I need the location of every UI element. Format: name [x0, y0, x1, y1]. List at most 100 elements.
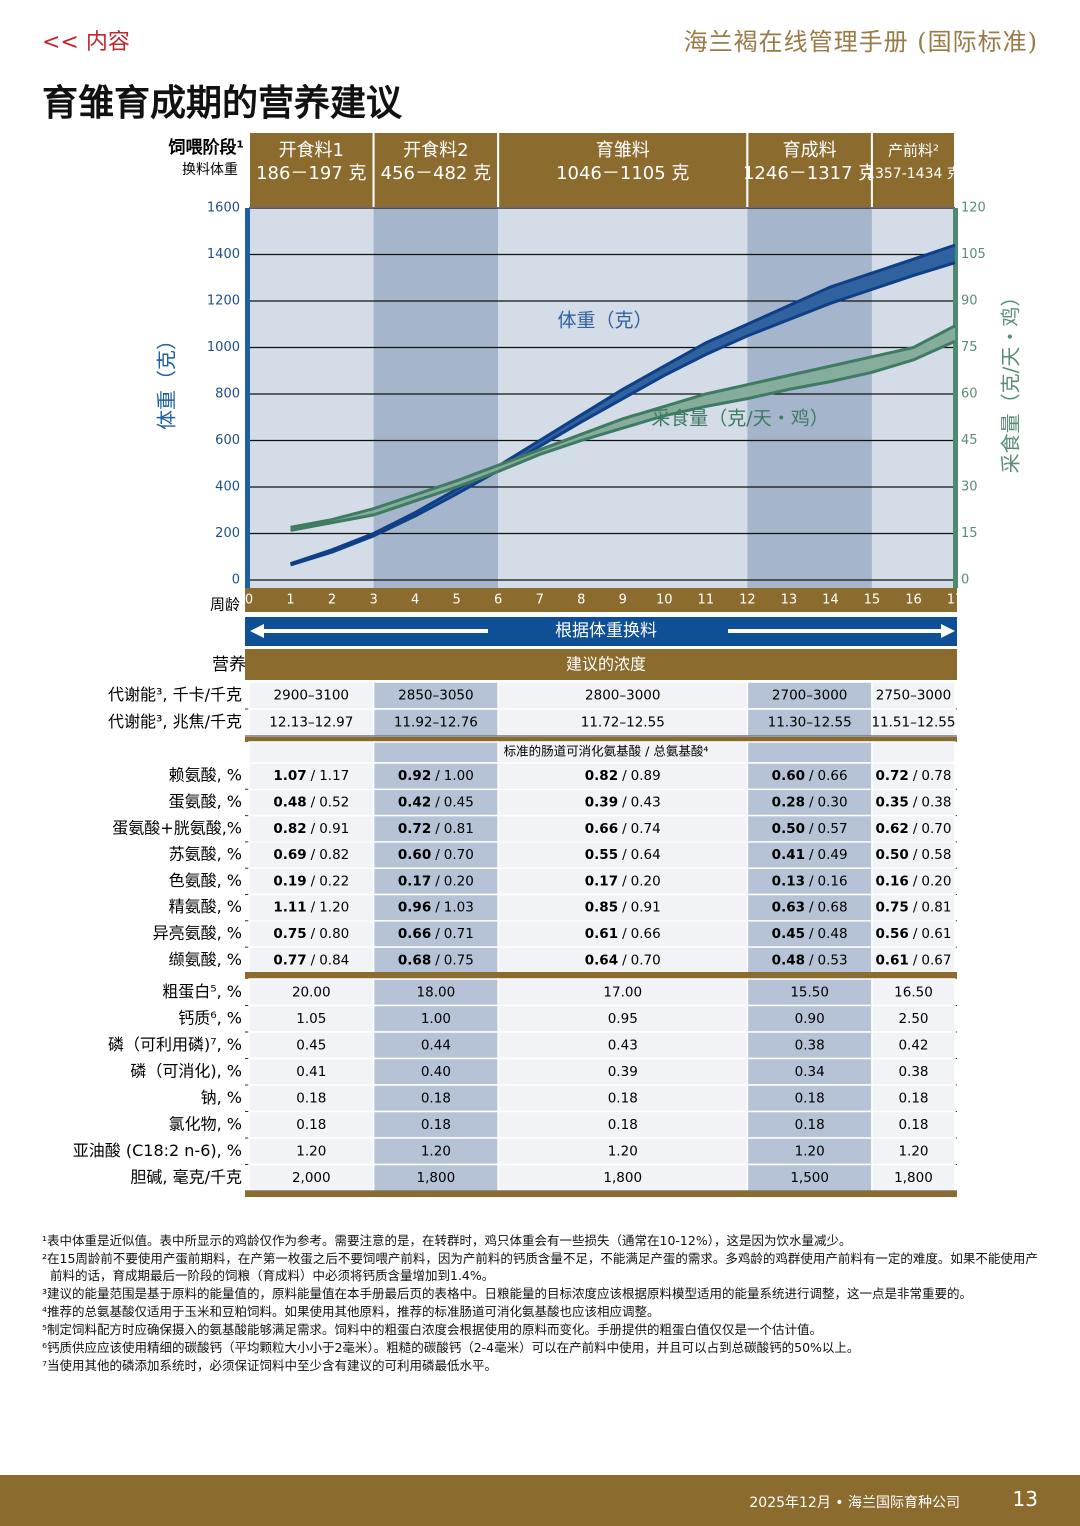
cell-std: 0.17: [585, 873, 618, 889]
cell-sep: /: [311, 847, 316, 863]
cell: 0.39/0.43: [585, 794, 661, 810]
row-label: 蛋氨酸, %: [169, 792, 242, 811]
cell-sep: /: [435, 952, 440, 968]
cell-bg: [746, 814, 873, 843]
cell-bg: [248, 788, 375, 817]
cell-bg: [248, 741, 375, 764]
cell-bg: [372, 762, 499, 791]
cell-sep: /: [622, 952, 627, 968]
cell-bg: [497, 762, 749, 791]
cell: 0.62/0.70: [876, 821, 952, 837]
cell: 0.18: [608, 1117, 638, 1133]
cell: 0.18: [898, 1117, 928, 1133]
y-tick-label: 0: [232, 573, 240, 588]
cell-bg: [497, 788, 749, 817]
row-label: 代谢能³, 兆焦/千克: [108, 712, 242, 731]
cell-std: 0.96: [398, 900, 431, 916]
y2-tick-label: 75: [961, 340, 978, 355]
cell-sep: /: [311, 952, 316, 968]
cell: 1.07 /1.17: [273, 768, 349, 784]
cell-sep: /: [622, 900, 627, 916]
phase-weight: 1246－1317 克: [743, 163, 876, 184]
cell-bg: [746, 1110, 873, 1139]
amino-header: 标准的肠道可消化氨基酸 / 总氨基酸⁴: [504, 744, 709, 759]
cell: 0.28/0.30: [772, 794, 848, 810]
row-label: 胆碱, 毫克/千克: [130, 1167, 242, 1186]
cell-total: 0.52: [319, 794, 349, 810]
cell-sep: /: [913, 952, 918, 968]
cell: 2750–3000: [876, 688, 951, 704]
phase-name: 育雏料: [596, 140, 650, 161]
cell: 0.56/0.61: [876, 926, 952, 942]
x-tick-label: 11: [698, 593, 715, 608]
cell-bg: [871, 1137, 956, 1166]
arrow-head: [250, 624, 264, 638]
cell-total: 0.81: [921, 900, 951, 916]
cell-bg: [248, 1057, 375, 1086]
cell: 0.77 /0.84: [273, 952, 349, 968]
cell: 1,800: [603, 1170, 642, 1186]
x-tick-label: 8: [577, 593, 585, 608]
cell: 11.30–12.55: [768, 715, 852, 731]
phase-column: [747, 208, 872, 588]
cell: 0.75 /0.80: [273, 926, 349, 942]
cell: 0.90: [795, 1011, 825, 1027]
cell-total: 0.70: [631, 952, 661, 968]
phase-column: [249, 208, 374, 588]
cell-bg: [497, 1031, 749, 1060]
series-label: 采食量（克/天・鸡）: [651, 408, 828, 430]
cell-sep: /: [809, 952, 814, 968]
cell-bg: [871, 1163, 956, 1192]
row-label: 缬氨酸, %: [169, 950, 242, 969]
cell-std: 0.13: [772, 873, 805, 889]
cell: 0.72/0.81: [398, 821, 474, 837]
cell-sep: /: [311, 873, 316, 889]
cell-bg: [871, 946, 956, 975]
footer-text: 2025年12月 • 海兰国际育种公司: [749, 1495, 960, 1511]
cell: 0.50/0.58: [876, 847, 952, 863]
cell: 12.13–12.97: [269, 715, 353, 731]
cell-sep: /: [913, 900, 918, 916]
y-tick-label: 400: [215, 480, 240, 495]
cell-total: 0.84: [319, 952, 349, 968]
cell-total: 0.48: [818, 926, 848, 942]
cell: 1.20: [608, 1143, 638, 1159]
cell-sep: /: [809, 873, 814, 889]
switch-label: 根据体重换料: [555, 621, 657, 641]
cell-bg: [248, 1110, 375, 1139]
cell-bg: [372, 1004, 499, 1033]
cell-total: 0.20: [444, 873, 474, 889]
cell: 0.41: [296, 1064, 326, 1080]
cell: 0.18: [795, 1117, 825, 1133]
x-tick-label: 0: [245, 593, 253, 608]
nav-link[interactable]: << 内容: [42, 30, 130, 55]
cell-std: 0.50: [772, 821, 805, 837]
cell: 1.20: [296, 1143, 326, 1159]
cell-total: 0.38: [921, 794, 951, 810]
phase-label: 饲喂阶段¹: [168, 137, 244, 158]
x-tick-label: 9: [619, 593, 627, 608]
band-edge: [290, 324, 956, 529]
cell-sep: /: [435, 768, 440, 784]
y-axis: [245, 208, 250, 588]
cell-sep: /: [913, 768, 918, 784]
cell-sep: /: [622, 847, 627, 863]
x-tick-label: 2: [328, 593, 336, 608]
cell-bg: [871, 1004, 956, 1033]
cell-total: 0.91: [319, 821, 349, 837]
cell-bg: [746, 741, 873, 764]
cell: 0.45/0.48: [772, 926, 848, 942]
cell-std: 0.42: [398, 794, 431, 810]
cell-bg: [248, 920, 375, 948]
cell-std: 0.48: [273, 794, 306, 810]
cell-total: 1.20: [319, 900, 349, 916]
cell-std: 0.82: [585, 768, 618, 784]
cell-total: 0.82: [319, 847, 349, 863]
cell: 0.48/0.53: [772, 952, 848, 968]
series-label: 体重（克）: [557, 310, 652, 332]
cell: 0.69 /0.82: [273, 847, 349, 863]
cell-bg: [746, 893, 873, 922]
cell-std: 0.50: [876, 847, 909, 863]
cell-total: 0.70: [444, 847, 474, 863]
cell-bg: [372, 946, 499, 975]
